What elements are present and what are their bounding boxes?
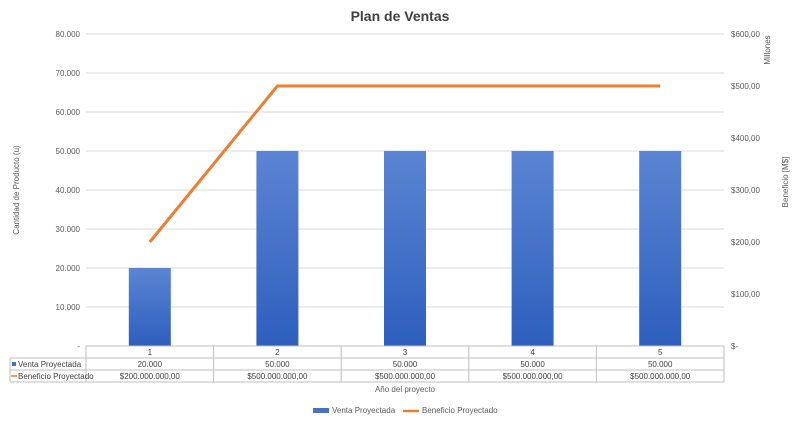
- y2-tick-label: $-: [731, 342, 738, 351]
- y-tick-label: 30.000: [56, 225, 81, 234]
- table-row-header: Venta Proyectada: [18, 360, 82, 369]
- bar-venta-proyectada: [128, 268, 171, 346]
- y-tick-label: 80.000: [56, 30, 81, 39]
- x-axis-title: Año del proyecto: [375, 385, 436, 394]
- y-tick-label: 70.000: [56, 69, 81, 78]
- table-cell: $500.000.000,00: [247, 372, 308, 381]
- x-tick-label: 4: [530, 348, 535, 357]
- bar-venta-proyectada: [639, 151, 682, 346]
- bar-venta-proyectada: [256, 151, 299, 346]
- legend: Venta Proyectada Beneficio Proyectado: [313, 406, 498, 415]
- x-tick-label: 2: [275, 348, 280, 357]
- table-cell: $500.000.000,00: [503, 372, 564, 381]
- table-cell: $500.000.000,00: [375, 372, 436, 381]
- y-tick-label: 20.000: [56, 264, 81, 273]
- y-axis-title: Cantidad de Producto (u): [12, 145, 21, 235]
- legend-label-beneficio: Beneficio Proyectado: [422, 406, 498, 415]
- table-cell: 20.000: [138, 360, 163, 369]
- y-tick-label: 40.000: [56, 186, 81, 195]
- table-cell: 50.000: [393, 360, 418, 369]
- x-tick-label: 3: [403, 348, 408, 357]
- y2-tick-label: $600,00: [731, 30, 760, 39]
- table-cell: $200.000.000,00: [120, 372, 181, 381]
- table-cell: 50.000: [648, 360, 673, 369]
- table-cell: $500.000.000,00: [630, 372, 691, 381]
- table-cell: 50.000: [265, 360, 290, 369]
- y-tick-label: 10.000: [56, 303, 81, 312]
- y2-axis-title: Beneficio [M$]: [781, 157, 790, 208]
- line-beneficio-proyectado: [148, 84, 661, 243]
- y2-tick-label: $100,00: [731, 290, 760, 299]
- bar-venta-proyectada: [511, 151, 554, 346]
- y2-unit-label: Millones: [763, 35, 772, 64]
- y2-tick-label: $500,00: [731, 82, 760, 91]
- y-tick-label: 50.000: [56, 147, 81, 156]
- table-cell: 50.000: [520, 360, 545, 369]
- legend-label-venta: Venta Proyectada: [332, 406, 396, 415]
- legend-swatch-venta: [313, 408, 329, 413]
- chart-title: Plan de Ventas: [351, 8, 450, 24]
- y2-tick-label: $300,00: [731, 186, 760, 195]
- y2-tick-label: $400,00: [731, 134, 760, 143]
- table-key-venta: [12, 362, 16, 366]
- x-tick-label: 1: [148, 348, 153, 357]
- y-tick-label: -: [77, 342, 80, 351]
- table-row-header: Beneficio Proyectado: [18, 372, 94, 381]
- y-tick-label: 60.000: [56, 108, 81, 117]
- bar-venta-proyectada: [384, 151, 426, 346]
- y2-tick-label: $200,00: [731, 238, 760, 247]
- x-tick-label: 5: [658, 348, 663, 357]
